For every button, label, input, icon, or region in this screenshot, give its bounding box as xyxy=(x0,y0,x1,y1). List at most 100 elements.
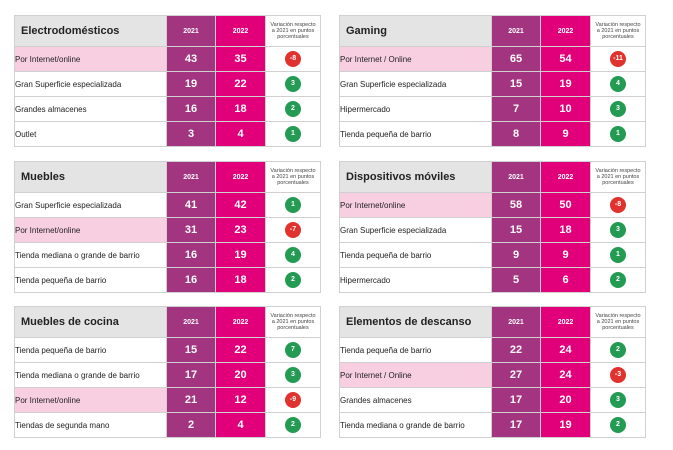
row-label: Grandes almacenes xyxy=(339,387,492,413)
variation-badge: 4 xyxy=(285,246,301,263)
table-row: Tienda mediana o grande de barrio 17 19 … xyxy=(339,412,646,438)
year-2021-header: 2021 xyxy=(491,15,541,47)
value-2022: 22 xyxy=(215,71,266,97)
variation-header: Variación respecto a 2021 en puntos porc… xyxy=(590,161,646,193)
row-label: Tienda pequeña de barrio xyxy=(339,242,492,268)
row-label: Gran Superficie especializada xyxy=(14,192,167,218)
value-2022: 35 xyxy=(215,46,266,72)
variation-badge: 1 xyxy=(610,125,626,142)
value-2021: 17 xyxy=(491,387,541,413)
table-row: Por Internet/online 58 50 -8 xyxy=(339,192,646,218)
table-row: Grandes almacenes 16 18 2 xyxy=(14,96,321,122)
value-2021: 9 xyxy=(491,242,541,268)
variation-badge: 7 xyxy=(285,341,301,358)
panel-elementos-de-descanso: Elementos de descanso 2021 2022 Variació… xyxy=(339,306,646,438)
value-2021: 41 xyxy=(166,192,216,218)
value-2022: 12 xyxy=(215,387,266,413)
value-2021: 19 xyxy=(166,71,216,97)
table-row: Grandes almacenes 17 20 3 xyxy=(339,387,646,413)
table-row: Gran Superficie especializada 19 22 3 xyxy=(14,71,321,97)
value-2021: 7 xyxy=(491,96,541,122)
value-2022: 54 xyxy=(540,46,591,72)
variation-badge: 3 xyxy=(285,366,301,383)
table-row: Tienda pequeña de barrio 8 9 1 xyxy=(339,121,646,147)
variation-badge: 3 xyxy=(610,221,626,238)
value-2021: 27 xyxy=(491,362,541,388)
value-2022: 50 xyxy=(540,192,591,218)
data-table: Electrodomésticos 2021 2022 Variación re… xyxy=(14,15,321,147)
value-2022: 19 xyxy=(540,71,591,97)
value-2022: 23 xyxy=(215,217,266,243)
variation-badge: 3 xyxy=(610,100,626,117)
variation-badge: 2 xyxy=(610,341,626,358)
variation-badge: 3 xyxy=(610,391,626,408)
data-table: Gaming 2021 2022 Variación respecto a 20… xyxy=(339,15,646,147)
value-2021: 17 xyxy=(166,362,216,388)
panel-title: Muebles de cocina xyxy=(14,306,167,338)
value-2021: 8 xyxy=(491,121,541,147)
year-2021-header: 2021 xyxy=(166,306,216,338)
table-row: Tienda mediana o grande de barrio 17 20 … xyxy=(14,362,321,388)
row-label: Gran Superficie especializada xyxy=(14,71,167,97)
variation-header: Variación respecto a 2021 en puntos porc… xyxy=(265,15,321,47)
value-2021: 22 xyxy=(491,337,541,363)
row-label: Por Internet/online xyxy=(14,46,167,72)
panel-electrodomesticos: Electrodomésticos 2021 2022 Variación re… xyxy=(14,15,321,147)
data-table: Muebles 2021 2022 Variación respecto a 2… xyxy=(14,161,321,293)
value-2022: 4 xyxy=(215,412,266,438)
variation-badge: 2 xyxy=(610,271,626,288)
value-2022: 20 xyxy=(540,387,591,413)
row-label: Gran Superficie especializada xyxy=(339,217,492,243)
variation-badge: 2 xyxy=(285,416,301,433)
value-2021: 15 xyxy=(166,337,216,363)
table-row: Gran Superficie especializada 15 18 3 xyxy=(339,217,646,243)
value-2021: 21 xyxy=(166,387,216,413)
value-2022: 24 xyxy=(540,337,591,363)
variation-badge: -9 xyxy=(285,391,301,408)
row-label: Tienda mediana o grande de barrio xyxy=(339,412,492,438)
table-row: Por Internet/online 21 12 -9 xyxy=(14,387,321,413)
row-label: Tienda pequeña de barrio xyxy=(14,337,167,363)
panel-title: Elementos de descanso xyxy=(339,306,492,338)
row-label: Por Internet/online xyxy=(339,192,492,218)
variation-header: Variación respecto a 2021 en puntos porc… xyxy=(590,306,646,338)
variation-badge: -3 xyxy=(610,366,626,383)
panel-dispositivos-moviles: Dispositivos móviles 2021 2022 Variación… xyxy=(339,161,646,293)
table-row: Gran Superficie especializada 15 19 4 xyxy=(339,71,646,97)
table-row: Outlet 3 4 1 xyxy=(14,121,321,147)
value-2021: 31 xyxy=(166,217,216,243)
year-2022-header: 2022 xyxy=(540,161,591,193)
table-row: Tienda pequeña de barrio 16 18 2 xyxy=(14,267,321,293)
panel-muebles-de-cocina: Muebles de cocina 2021 2022 Variación re… xyxy=(14,306,321,438)
table-row: Por Internet/online 31 23 -7 xyxy=(14,217,321,243)
value-2022: 19 xyxy=(540,412,591,438)
variation-badge: -7 xyxy=(285,221,301,238)
year-2021-header: 2021 xyxy=(166,15,216,47)
value-2022: 20 xyxy=(215,362,266,388)
year-2021-header: 2021 xyxy=(491,161,541,193)
variation-badge: 1 xyxy=(610,246,626,263)
value-2021: 65 xyxy=(491,46,541,72)
variation-badge: 2 xyxy=(610,416,626,433)
year-2022-header: 2022 xyxy=(215,161,266,193)
panel-title: Muebles xyxy=(14,161,167,193)
row-label: Hipermercado xyxy=(339,96,492,122)
row-label: Grandes almacenes xyxy=(14,96,167,122)
value-2021: 15 xyxy=(491,71,541,97)
value-2022: 18 xyxy=(215,267,266,293)
value-2021: 5 xyxy=(491,267,541,293)
value-2022: 10 xyxy=(540,96,591,122)
variation-badge: -11 xyxy=(610,50,626,67)
table-row: Tienda pequeña de barrio 22 24 2 xyxy=(339,337,646,363)
variation-badge: 1 xyxy=(285,196,301,213)
variation-header: Variación respecto a 2021 en puntos porc… xyxy=(590,15,646,47)
row-label: Tienda mediana o grande de barrio xyxy=(14,242,167,268)
row-label: Por Internet/online xyxy=(14,387,167,413)
panel-title: Dispositivos móviles xyxy=(339,161,492,193)
row-label: Hipermercado xyxy=(339,267,492,293)
data-table: Dispositivos móviles 2021 2022 Variación… xyxy=(339,161,646,293)
year-2021-header: 2021 xyxy=(491,306,541,338)
data-table: Muebles de cocina 2021 2022 Variación re… xyxy=(14,306,321,438)
value-2022: 4 xyxy=(215,121,266,147)
year-2022-header: 2022 xyxy=(540,306,591,338)
